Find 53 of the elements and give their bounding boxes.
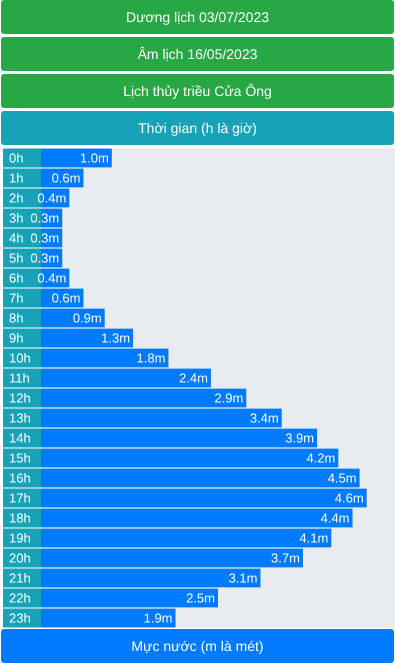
- y-tick-label: 20h: [9, 550, 31, 566]
- data-label: 0.6m: [52, 170, 80, 186]
- y-tick-label: 6h: [9, 270, 24, 286]
- y-tick-label: 19h: [9, 530, 31, 546]
- chart-title: Dương lịch 03/07/2023: [1, 0, 394, 34]
- y-tick-label: 12h: [9, 390, 31, 406]
- data-label: 1.3m: [101, 330, 130, 346]
- y-tick-label: 11h: [9, 370, 30, 386]
- y-tick-label: 17h: [9, 490, 31, 506]
- data-label: 2.4m: [179, 370, 208, 386]
- data-label: 3.9m: [285, 430, 314, 446]
- y-tick-label: 15h: [9, 450, 31, 466]
- data-label: 4.1m: [299, 530, 328, 546]
- data-label: 0.4m: [37, 190, 66, 206]
- data-label: 3.7m: [271, 550, 300, 566]
- data-label: 0.3m: [30, 210, 60, 226]
- data-label: 4.6m: [334, 490, 364, 506]
- y-tick-label: 8h: [9, 310, 24, 326]
- data-label: 2.9m: [214, 390, 244, 406]
- data-label: 0.3m: [30, 230, 60, 246]
- data-label: 3.1m: [228, 570, 258, 586]
- data-label: 1.9m: [144, 610, 173, 626]
- y-tick-label: 4h: [9, 230, 24, 246]
- y-tick-label: 7h: [9, 290, 24, 306]
- y-tick-label: 21h: [9, 570, 31, 586]
- chart-subtitle: Âm lịch 16/05/2023: [1, 37, 394, 71]
- data-label: 4.2m: [306, 450, 336, 466]
- text: Lịch thủy triều Cửa Ông: [1, 74, 394, 108]
- y-tick-label: 5h: [9, 250, 24, 266]
- data-label: 0.9m: [72, 310, 102, 326]
- data-label: 2.5m: [186, 590, 215, 606]
- y-tick-label: 2h: [9, 190, 24, 206]
- data-label: 4.5m: [328, 470, 357, 486]
- y-tick-label: 1h: [9, 170, 24, 186]
- y-axis-title: Thời gian (h là giờ): [1, 111, 394, 145]
- y-tick-label: 23h: [9, 610, 31, 626]
- y-tick-label: 10h: [9, 350, 31, 366]
- x-axis-title: Mực nước (m là mét): [1, 629, 394, 663]
- y-tick-label: 13h: [9, 410, 31, 426]
- data-label: 0.3m: [30, 250, 60, 266]
- data-label: 3.4m: [250, 410, 279, 426]
- data-label: 0.6m: [52, 290, 80, 306]
- y-tick-label: 18h: [9, 510, 31, 526]
- data-label: 0.4m: [37, 270, 66, 286]
- y-tick-label: 14h: [9, 430, 31, 446]
- y-tick-label: 22h: [9, 590, 31, 606]
- data-label: 4.4m: [320, 510, 350, 526]
- y-tick-label: 9h: [9, 330, 24, 346]
- y-tick-label: 3h: [9, 210, 24, 226]
- y-tick-label: 16h: [9, 470, 31, 486]
- data-label: 1.0m: [80, 150, 109, 166]
- y-tick-label: 0h: [9, 150, 24, 166]
- data-label: 1.8m: [136, 350, 166, 366]
